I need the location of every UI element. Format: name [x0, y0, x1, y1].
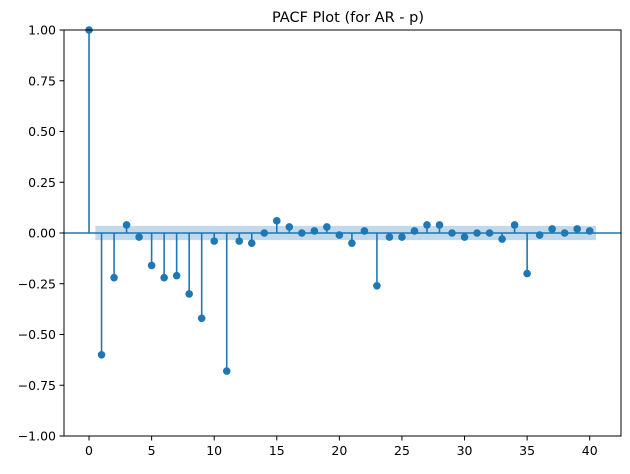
stem-marker-lag-31	[473, 229, 481, 237]
y-tick-label-4: 0.00	[28, 226, 56, 241]
x-tick-label-0: 0	[85, 443, 93, 458]
stem-marker-lag-14	[260, 229, 269, 237]
stem-marker-lag-15	[272, 217, 281, 225]
stem-marker-lag-32	[485, 229, 494, 237]
stem-marker-lag-23	[373, 281, 381, 290]
y-tick-label-5: −0.25	[18, 276, 56, 291]
stem-marker-lag-29	[448, 229, 456, 237]
stem-marker-lag-7	[172, 271, 181, 280]
stem-marker-lag-24	[385, 233, 394, 241]
y-tick-label-3: 0.25	[28, 175, 56, 190]
x-tick-label-35: 35	[519, 443, 535, 458]
stem-marker-lag-16	[285, 223, 294, 231]
stem-marker-lag-9	[197, 314, 206, 323]
stem-marker-lag-33	[498, 235, 506, 243]
y-tick-label-1: 0.75	[28, 73, 56, 88]
stem-marker-lag-30	[460, 233, 469, 241]
stem-marker-lag-10	[210, 237, 219, 245]
y-tick-label-6: −0.50	[18, 327, 56, 342]
stem-marker-lag-19	[323, 223, 331, 231]
stem-marker-lag-39	[573, 225, 581, 233]
stem-marker-lag-25	[398, 233, 406, 241]
stem-marker-lag-35	[523, 269, 531, 278]
stem-marker-lag-4	[135, 233, 143, 241]
stem-marker-lag-2	[110, 273, 118, 282]
stem-marker-lag-3	[122, 221, 131, 229]
stem-marker-lag-11	[222, 367, 231, 375]
x-tick-label-5: 5	[148, 443, 156, 458]
y-tick-label-2: 0.50	[28, 124, 56, 139]
stem-marker-lag-34	[510, 221, 519, 229]
stem-marker-lag-17	[298, 229, 306, 237]
x-tick-label-40: 40	[582, 443, 598, 458]
stem-marker-lag-27	[423, 221, 431, 229]
stem-marker-lag-5	[147, 261, 156, 270]
x-tick-label-10: 10	[206, 443, 222, 458]
chart-title: PACF Plot (for AR - p)	[272, 10, 424, 26]
x-tick-label-30: 30	[457, 443, 473, 458]
stem-marker-lag-40	[585, 227, 594, 235]
stem-marker-lag-22	[360, 227, 369, 235]
x-tick-label-15: 15	[269, 443, 285, 458]
stem-marker-lag-20	[335, 231, 344, 239]
stem-marker-lag-38	[560, 229, 569, 237]
stem-marker-lag-18	[310, 227, 319, 235]
stem-marker-lag-21	[348, 239, 356, 247]
stem-marker-lag-37	[548, 225, 556, 233]
stem-marker-lag-8	[185, 290, 193, 298]
x-tick-label-25: 25	[394, 443, 410, 458]
stem-layer	[85, 26, 594, 375]
axis-layer: 0 5 10 15 20 25 30 35 40 1.00 0.75 0.50 0.25 0.00 −0.2…	[18, 23, 622, 458]
y-tick-label-7: −0.75	[18, 378, 56, 393]
stem-marker-lag-26	[410, 227, 419, 235]
stem-marker-lag-13	[247, 239, 256, 247]
stem-marker-lag-36	[535, 231, 544, 239]
stem-marker-lag-28	[435, 221, 444, 229]
stem-marker-lag-12	[235, 237, 244, 245]
x-tick-label-20: 20	[331, 443, 347, 458]
stem-marker-lag-1	[97, 351, 106, 359]
stem-marker-lag-6	[160, 273, 168, 282]
y-tick-label-0: 1.00	[28, 23, 56, 38]
y-tick-label-8: −1.00	[18, 429, 56, 444]
